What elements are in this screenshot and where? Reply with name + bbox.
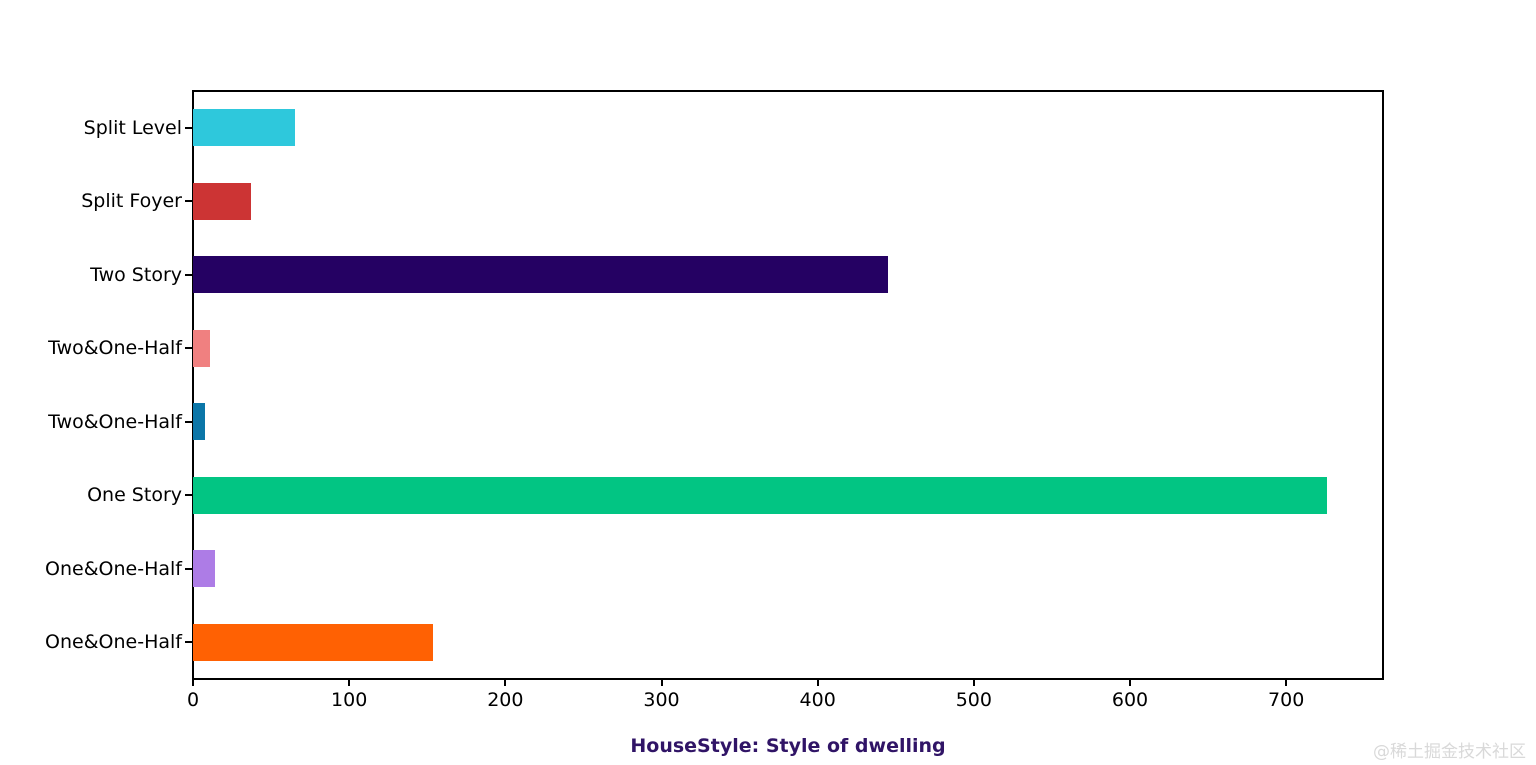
x-tick-mark bbox=[816, 679, 819, 686]
x-tick-label: 100 bbox=[331, 689, 368, 711]
bar-two-story-2 bbox=[193, 256, 888, 294]
bar-one-story-5 bbox=[193, 476, 1327, 514]
y-tick-mark bbox=[185, 273, 193, 276]
x-tick-mark bbox=[1285, 679, 1288, 686]
x-tick-label: 600 bbox=[1111, 689, 1149, 711]
bar-one-one-half-7 bbox=[193, 623, 434, 661]
x-tick-mark bbox=[192, 679, 194, 686]
x-tick-label: 300 bbox=[643, 689, 680, 711]
y-tick-mark bbox=[185, 200, 193, 203]
y-axis-category-label: Split Level bbox=[83, 116, 182, 139]
x-tick-label: 400 bbox=[799, 689, 836, 711]
y-tick-mark bbox=[185, 420, 193, 423]
bar-two-one-half-4 bbox=[193, 403, 206, 441]
x-tick-label: 0 bbox=[186, 689, 200, 711]
chart-title: HouseStyle: Style of dwelling bbox=[630, 735, 946, 757]
x-tick-label: 200 bbox=[487, 689, 524, 711]
x-tick-label: 700 bbox=[1268, 689, 1305, 711]
x-tick-label: 500 bbox=[955, 689, 992, 711]
x-tick-mark bbox=[972, 679, 975, 686]
x-tick-mark bbox=[504, 679, 507, 686]
y-axis-category-label: One&One-Half bbox=[45, 557, 182, 580]
y-axis-category-label: Two Story bbox=[90, 263, 182, 286]
x-tick-mark bbox=[1129, 679, 1131, 686]
y-axis-category-label: One Story bbox=[87, 484, 182, 507]
watermark: @稀土掘金技术社区 bbox=[1373, 742, 1526, 762]
bar-split-foyer-1 bbox=[193, 182, 251, 220]
x-tick-mark bbox=[348, 679, 351, 686]
y-tick-mark bbox=[185, 126, 193, 129]
y-tick-mark bbox=[185, 494, 193, 497]
y-tick-mark bbox=[185, 347, 193, 350]
y-axis-category-label: Two&One-Half bbox=[48, 410, 182, 433]
y-tick-mark bbox=[185, 641, 193, 644]
y-tick-mark bbox=[185, 567, 193, 570]
y-axis-category-label: One&One-Half bbox=[45, 631, 182, 654]
bar-two-one-half-3 bbox=[193, 329, 211, 367]
x-tick-mark bbox=[660, 679, 663, 686]
y-axis-category-label: Two&One-Half bbox=[48, 337, 182, 360]
bar-one-one-half-6 bbox=[193, 550, 215, 588]
bar-split-level-0 bbox=[193, 109, 295, 147]
y-axis-category-label: Split Foyer bbox=[81, 190, 182, 213]
plot-area bbox=[192, 90, 1384, 680]
